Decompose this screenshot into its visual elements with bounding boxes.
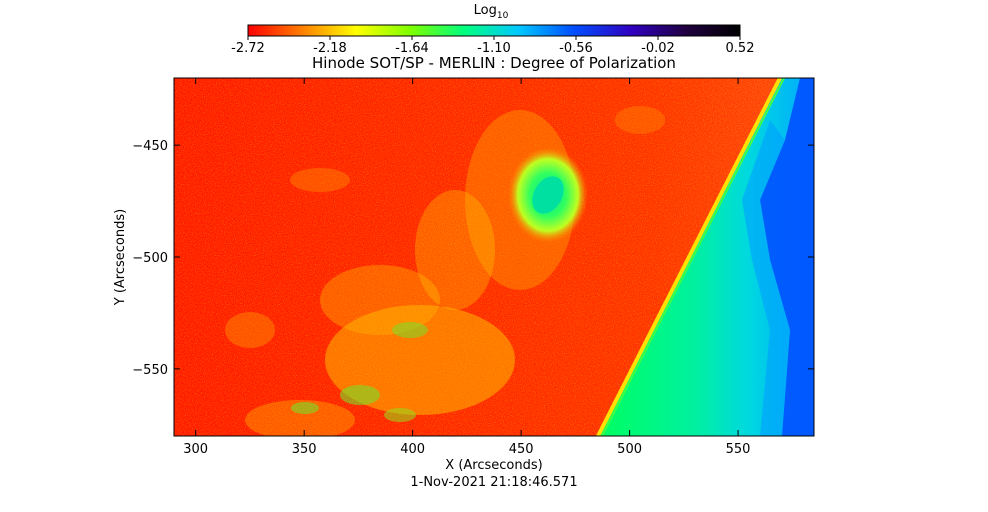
y-axis-label: Y (Arcseconds) (113, 209, 128, 306)
x-tick-label: 450 (509, 442, 534, 457)
x-axis-label: X (Arcseconds) (445, 458, 542, 473)
limb-line (596, 78, 782, 436)
sunspot-umbra (532, 176, 564, 214)
x-tick-label: 500 (617, 442, 642, 457)
colorbar-tick-label: -2.18 (313, 41, 347, 56)
colorbar-tick-label: 0.52 (726, 41, 755, 56)
x-tick-label: 350 (292, 442, 317, 457)
y-tick-label: −500 (132, 251, 168, 266)
x-tick-label: 300 (183, 442, 208, 457)
off-limb-far-region (760, 78, 814, 436)
timestamp: 1-Nov-2021 21:18:46.571 (410, 475, 577, 490)
y-axis-ticks: −450 −500 −550 (132, 139, 814, 378)
x-tick-label: 400 (400, 442, 425, 457)
colorbar-label-sub: 10 (497, 11, 509, 21)
colorbar-tick-label: -0.56 (559, 41, 593, 56)
y-tick-label: −550 (132, 363, 168, 378)
colorbar-tick-label: -0.02 (641, 41, 675, 56)
x-tick-label: 550 (726, 442, 751, 457)
colorbar-ticks: -2.72 -2.18 -1.64 -1.10 -0.56 -0.02 0.52 (231, 36, 754, 56)
colorbar-tick-label: -1.64 (395, 41, 429, 56)
colorbar-label-base: Log (474, 3, 497, 18)
y-tick-label: −450 (132, 139, 168, 154)
colorbar-gradient (247, 24, 741, 37)
chart-title: Hinode SOT/SP - MERLIN : Degree of Polar… (312, 54, 676, 72)
colorbar: Log10 -2.72 -2.18 -1.64 -1.10 -0.56 -0.02 0.52 (231, 3, 754, 56)
colorbar-tick-label: -1.10 (477, 41, 511, 56)
plot-area (174, 78, 814, 436)
x-axis-ticks: 300 350 400 450 500 550 (183, 78, 750, 457)
colorbar-tick-label: -2.72 (231, 41, 265, 56)
colorbar-label: Log10 (474, 3, 509, 21)
